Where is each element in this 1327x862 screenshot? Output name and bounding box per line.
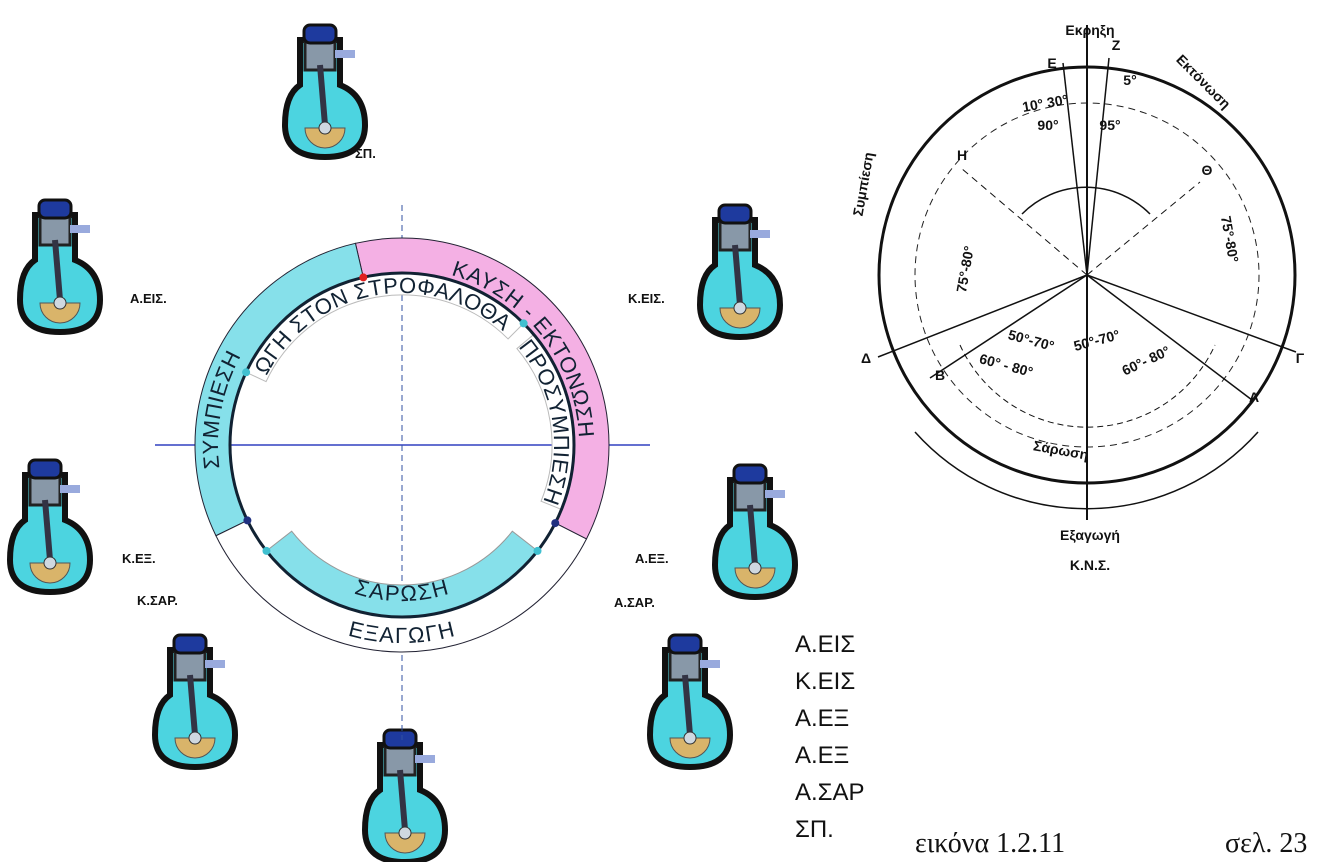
ray [1086, 57, 1110, 276]
ring-marker [242, 368, 251, 377]
angle-arc [1021, 186, 1151, 215]
right-label: 50°-70° [1072, 326, 1122, 354]
engine-icon [715, 465, 795, 597]
ring-marker [262, 546, 271, 555]
point-label: Α.ΕΞ. [635, 551, 669, 566]
right-label: 60°- 80° [1119, 342, 1172, 378]
right-label: 95° [1099, 117, 1120, 133]
ray [929, 274, 1088, 379]
point-label: Κ.ΕΞ. [122, 551, 156, 566]
legend-item: Α.ΕΞ [795, 742, 849, 769]
point-label: Κ.ΕΙΣ. [628, 291, 665, 306]
right-label: Θ [1202, 162, 1213, 178]
ring-line [228, 271, 576, 619]
ray [1086, 274, 1253, 401]
ray [960, 167, 1088, 276]
ring-marker [243, 516, 252, 525]
ring-marker [519, 319, 528, 328]
ring-marker [551, 519, 560, 528]
ring-marker [359, 273, 368, 282]
right-label: 5° [1123, 72, 1136, 88]
legend-item: Α.ΕΙΣ [795, 631, 855, 658]
right-label: Εξαγωγή [1060, 527, 1120, 543]
caption: σελ. 23 [1225, 828, 1307, 859]
caption: εικόνα 1.2.11 [915, 828, 1065, 859]
ray [877, 274, 1088, 358]
right-label: 75°-80° [1218, 215, 1242, 264]
engine-icon [650, 635, 730, 767]
point-label: ΣΠ. [355, 146, 376, 161]
ray [1062, 62, 1088, 276]
right-label: Β [935, 367, 945, 383]
right-label: Σάρωση [1032, 437, 1090, 462]
engine-icon [285, 25, 365, 157]
engine-icon [365, 730, 445, 862]
legend-item: Α.ΣΑΡ [795, 779, 865, 806]
point-label: Α.ΣΑΡ. [614, 595, 655, 610]
right-label: Η [957, 147, 967, 163]
legend-item: Κ.ΕΙΣ [795, 668, 855, 695]
right-label: 90° [1037, 117, 1058, 133]
ring-marker [533, 546, 542, 555]
engine-icon [700, 205, 780, 337]
right-label: Κ.Ν.Σ. [1070, 557, 1110, 573]
angle-arc [914, 431, 1259, 510]
right-label: Α [1249, 389, 1259, 405]
point-label: Α.ΕΙΣ. [130, 291, 167, 306]
right-label: 75°-80° [953, 245, 977, 294]
legend-item: ΣΠ. [795, 816, 834, 843]
ray [1086, 274, 1297, 353]
right-label: 60° - 80° [978, 350, 1035, 380]
right-label: Δ [861, 350, 871, 366]
right-label: Ε [1047, 55, 1056, 71]
texts: ΣΠ. Α.ΕΙΣ. Κ.ΕΙΣ. Κ.ΕΞ. Α.ΕΞ. Κ.ΣΑΡ. Α.ΣΑΡ. Εκρ… [122, 22, 1307, 859]
point-label: Κ.ΣΑΡ. [137, 593, 178, 608]
right-label: Συμπίεση [850, 151, 877, 217]
engine-icon [10, 460, 90, 592]
right-label: 10° 30° [1021, 91, 1069, 115]
ray [1086, 181, 1201, 276]
angle-arc [959, 344, 1216, 428]
legend-item: Α.ΕΞ [795, 705, 849, 732]
right-label: Ζ [1112, 37, 1121, 53]
engine-icon [20, 200, 100, 332]
right-label: Γ [1296, 350, 1305, 366]
engine-icon [155, 635, 235, 767]
right-label: 50°-70° [1007, 326, 1057, 354]
right-label: Εκρηξη [1065, 22, 1114, 38]
right-diagram [877, 25, 1297, 520]
